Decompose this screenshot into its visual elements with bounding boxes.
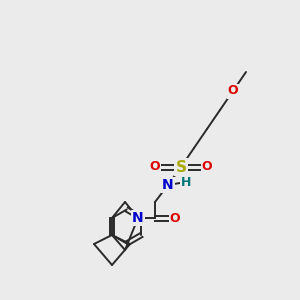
Text: O: O xyxy=(202,160,212,173)
Text: N: N xyxy=(162,178,174,192)
Text: N: N xyxy=(132,211,144,225)
Text: O: O xyxy=(150,160,160,173)
Text: H: H xyxy=(181,176,191,188)
Text: S: S xyxy=(176,160,187,175)
Text: O: O xyxy=(170,212,180,224)
Text: O: O xyxy=(228,85,238,98)
